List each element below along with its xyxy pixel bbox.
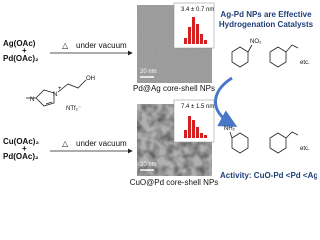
atom: OH [86, 76, 95, 82]
reagent: Ag(OAc) [3, 39, 36, 48]
condition: under vacuum [76, 41, 127, 50]
reagent: Cu(OAc)₂ [3, 137, 39, 146]
reaction-arrow [214, 76, 238, 127]
graphical-abstract: Ag(OAc) + Pd(OAc)₂ △ under vacuum N N + … [3, 2, 317, 187]
condition: under vacuum [76, 139, 127, 148]
atom: N [30, 97, 34, 103]
delta: △ [62, 139, 69, 148]
etc: etc. [300, 60, 310, 66]
scale-label: 20 nm [140, 69, 157, 75]
charge: + [58, 86, 62, 92]
scale-label: 20 nm [140, 162, 157, 168]
size-label: 7.4 ± 1.5 nm [181, 104, 214, 110]
caption: Pd@Ag core-shell NPs [133, 84, 215, 93]
plus: + [22, 144, 27, 153]
reagent: Pd(OAc)₂ [3, 152, 39, 161]
atom: N [53, 92, 57, 98]
molecules-top [231, 44, 299, 68]
group: NO₂ [250, 39, 262, 45]
size-label: 3.4 ± 0.7 nm [181, 7, 214, 13]
title: Hydrogenation Catalysts [219, 20, 314, 29]
anion: NTf₂⁻ [66, 106, 81, 112]
ionic-liquid-structure [26, 79, 87, 107]
molecules-bottom [229, 131, 299, 154]
plus: + [22, 46, 27, 55]
title: Ag-Pd NPs are Effective [220, 10, 312, 19]
histogram-bars [184, 17, 207, 44]
caption: CuO@Pd core-shell NPs [130, 178, 219, 187]
histogram-bars [184, 116, 207, 138]
group: NH₂ [224, 126, 236, 132]
activity: Activity: CuO-Pd <Pd <Ag-Pd [220, 171, 317, 180]
reagent: Pd(OAc)₂ [3, 54, 39, 63]
delta: △ [62, 41, 69, 50]
etc: etc. [300, 146, 310, 152]
